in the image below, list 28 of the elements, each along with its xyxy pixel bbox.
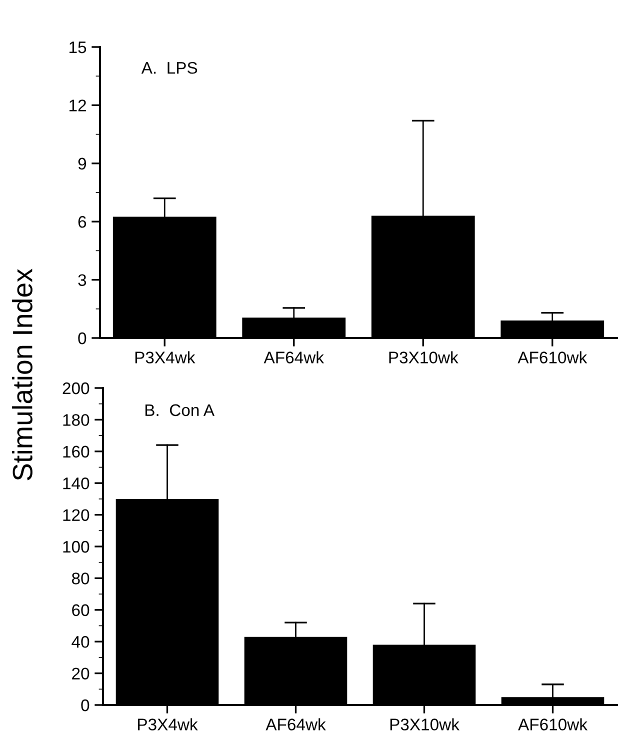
y-tick-label: 180 — [63, 414, 90, 426]
x-tick-label: AF64wk — [264, 351, 324, 364]
y-tick-label: 20 — [72, 668, 90, 680]
y-tick-label: 60 — [72, 604, 90, 616]
y-tick-label: 140 — [63, 478, 90, 490]
y-tick-label: 100 — [63, 540, 90, 553]
y-tick-label: 15 — [70, 42, 86, 54]
x-tick-label: AF610wk — [518, 351, 588, 364]
y-tick-label: 12 — [70, 100, 86, 112]
y-tick-label: 3 — [78, 274, 86, 286]
x-tick-label: P3X4wk — [138, 718, 198, 730]
text: B. Con A — [145, 404, 214, 416]
x-tick-label: AF610wk — [518, 718, 588, 730]
y-tick-label: 0 — [81, 699, 90, 712]
y-tick-label: 120 — [63, 509, 90, 522]
y-tick-label: 160 — [63, 446, 90, 458]
y-axis-title: Stimulation Index — [12, 268, 32, 480]
y-tick-label: 9 — [78, 158, 86, 170]
x-tick-label: P3X10wk — [389, 351, 458, 364]
y-tick-label: 6 — [78, 216, 86, 228]
y-tick-label: 0 — [78, 332, 86, 344]
y-tick-label: 80 — [72, 572, 90, 584]
y-tick-label: 200 — [62, 382, 90, 394]
x-tick-label: AF64wk — [266, 718, 326, 730]
y-tick-label: 40 — [72, 636, 90, 648]
x-tick-label: P3X4wk — [135, 351, 196, 364]
x-tick-label: P3X10wk — [390, 718, 460, 730]
text: A. LPS — [141, 62, 198, 74]
